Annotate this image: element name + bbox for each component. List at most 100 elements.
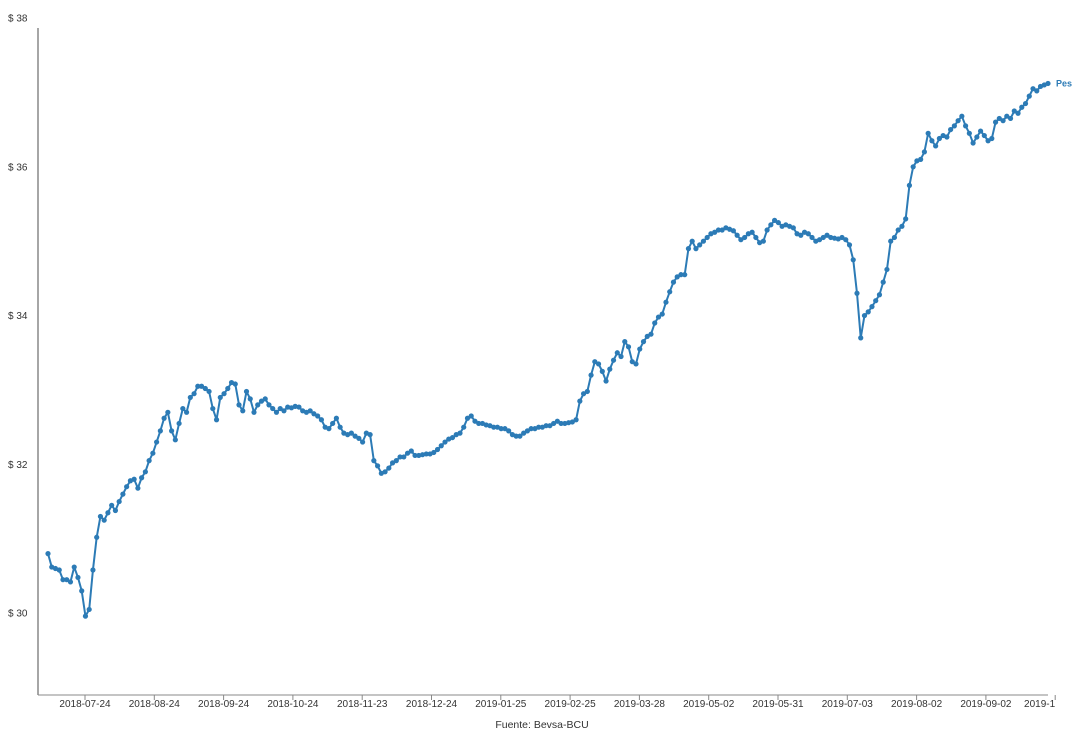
data-point: [311, 411, 317, 417]
data-point: [476, 420, 482, 427]
data-point: [236, 402, 242, 408]
data-point: [610, 357, 617, 363]
series-end-label: Pes: [1056, 78, 1072, 88]
data-point: [277, 405, 283, 412]
data-point: [169, 428, 175, 434]
data-point: [678, 272, 684, 278]
data-point: [704, 234, 710, 241]
data-point: [977, 128, 984, 134]
y-tick-label: $ 34: [8, 311, 28, 322]
data-point: [1026, 93, 1032, 99]
data-point: [734, 232, 740, 238]
data-point: [281, 408, 287, 414]
data-point: [472, 418, 478, 424]
data-point: [258, 398, 265, 404]
data-point: [865, 309, 871, 315]
data-point: [850, 257, 856, 263]
data-point: [79, 588, 85, 594]
data-point: [805, 231, 811, 237]
data-point: [1019, 104, 1025, 110]
data-point: [1011, 108, 1017, 114]
x-tick-label: 2019-01-25: [475, 699, 527, 710]
data-point: [94, 534, 100, 540]
data-point: [689, 238, 695, 244]
data-point: [386, 465, 392, 471]
data-point: [307, 408, 313, 414]
data-point: [569, 419, 575, 425]
data-point: [536, 424, 542, 430]
data-point: [970, 140, 976, 146]
data-point: [60, 577, 66, 583]
data-point: [884, 266, 890, 273]
data-point: [90, 567, 96, 573]
y-tick-label: $ 36: [8, 162, 28, 173]
data-point: [936, 135, 942, 142]
data-point: [142, 469, 148, 475]
data-point: [176, 420, 182, 427]
data-point: [551, 420, 557, 427]
data-point: [464, 415, 471, 421]
data-point: [124, 484, 130, 490]
data-point: [243, 388, 250, 395]
data-point: [760, 238, 766, 244]
data-point: [232, 381, 238, 387]
data-point: [348, 430, 354, 436]
data-point: [764, 227, 770, 233]
x-tick-label: 2019-08-02: [891, 699, 943, 710]
data-point: [730, 228, 736, 234]
x-tick-label: 2018-11-23: [337, 699, 388, 710]
data-point: [213, 417, 220, 423]
data-point: [86, 606, 92, 613]
data-point: [356, 435, 362, 441]
data-point: [921, 149, 928, 155]
data-point: [198, 383, 205, 389]
data-point: [903, 216, 909, 222]
data-point: [820, 234, 826, 241]
data-point: [360, 439, 366, 445]
data-point: [318, 417, 325, 423]
data-point: [273, 409, 280, 415]
data-point: [963, 123, 969, 129]
data-point: [798, 232, 804, 238]
data-point: [461, 424, 467, 430]
data-point: [899, 223, 905, 229]
data-point: [700, 238, 707, 244]
data-point: [959, 113, 965, 119]
data-point: [423, 451, 429, 457]
data-point: [854, 290, 860, 296]
data-point: [1045, 80, 1051, 87]
data-point: [918, 156, 924, 162]
x-tick-label: 2019-07-03: [822, 699, 874, 710]
series-line: [47, 82, 1049, 618]
data-point: [120, 491, 126, 497]
data-point: [614, 350, 620, 356]
data-point: [431, 449, 437, 456]
data-point: [644, 333, 650, 340]
data-point: [663, 299, 669, 305]
y-axis: $ 30 $ 32 $ 34 $ 36 $ 38: [8, 14, 39, 695]
data-point: [599, 368, 605, 374]
data-point: [955, 118, 961, 124]
data-point: [524, 428, 531, 434]
data-point: [738, 237, 744, 243]
data-point: [195, 383, 201, 389]
data-point: [326, 426, 332, 432]
data-point: [333, 415, 339, 421]
data-point: [992, 119, 999, 125]
data-point: [517, 433, 523, 439]
data-point: [625, 344, 632, 350]
data-point: [374, 463, 381, 469]
data-point: [97, 513, 104, 520]
data-point: [352, 433, 358, 439]
y-tick-label: $ 32: [8, 460, 28, 471]
data-point: [910, 164, 916, 170]
data-point: [75, 574, 81, 581]
data-point: [105, 510, 111, 516]
data-point: [247, 396, 253, 402]
data-point: [869, 304, 875, 310]
data-point: [109, 502, 115, 508]
data-point: [580, 391, 587, 397]
data-point: [1007, 115, 1014, 122]
data-point: [112, 507, 119, 514]
